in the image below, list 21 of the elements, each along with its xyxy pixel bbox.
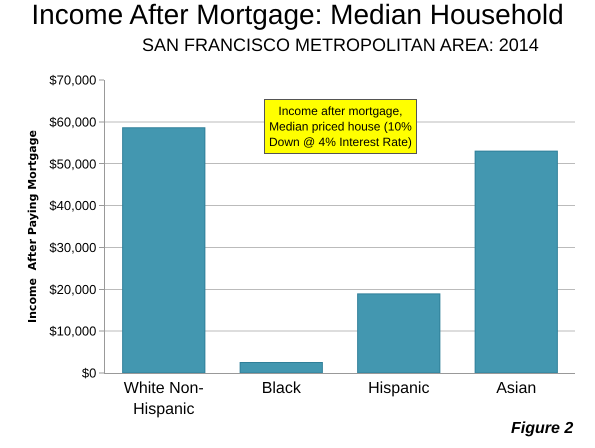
chart-subtitle: SAN FRANCISCO METROPOLITAN AREA: 2014 [142,35,539,55]
bar [122,127,206,373]
y-tick-label: $50,000 [49,156,96,172]
caption: Figure 2 [511,420,574,437]
x-tick-label: White Non- Hispanic [124,380,204,418]
chart-title: Income After Mortgage: Median Household [31,0,564,30]
x-tick-label: Black [262,380,302,398]
x-tick-label: Asian [496,380,536,398]
y-tick-label: $60,000 [49,114,96,130]
x-tick-label: Hispanic [368,380,430,398]
bar [357,293,440,373]
y-tick-label: $10,000 [49,324,96,339]
y-tick-label: $40,000 [49,198,96,214]
y-tick-label: $0 [82,366,96,381]
y-tick-label: $20,000 [49,282,96,297]
annotation: Income after mortgage, Median priced house (10% Down @ 4% Interest Rate) [269,104,412,150]
y-axis-title: Income After Paying Mortgage [26,130,40,323]
y-tick-label: $30,000 [49,240,96,255]
bar [474,150,558,373]
y-tick-label: $70,000 [49,72,96,88]
bar [240,362,323,373]
